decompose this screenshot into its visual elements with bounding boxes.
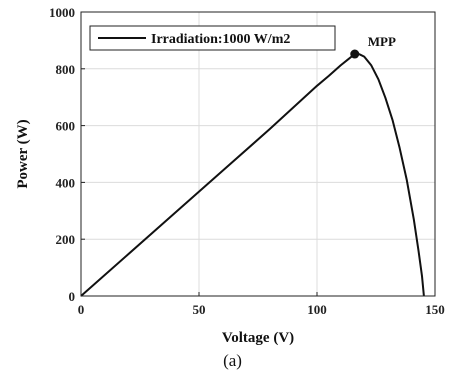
plot-frame bbox=[80, 11, 436, 297]
legend: Irradiation:1000 W/m2 bbox=[89, 25, 336, 51]
y-tick-label: 0 bbox=[69, 289, 76, 304]
y-tick-label: 400 bbox=[56, 175, 76, 190]
tick-labels: 0 50 100 150 0 200 400 600 800 1000 bbox=[49, 5, 445, 317]
series-line bbox=[80, 53, 425, 297]
y-tick-label: 200 bbox=[56, 232, 76, 247]
figure-caption: (a) bbox=[223, 351, 242, 370]
mpp-annotation-label: MPP bbox=[368, 34, 396, 49]
x-tick-label: 100 bbox=[307, 302, 327, 317]
series-layer bbox=[80, 53, 425, 297]
plot-background bbox=[81, 12, 435, 296]
mpp-marker bbox=[350, 49, 360, 59]
y-tick-label: 600 bbox=[56, 119, 76, 134]
y-tick-label: 800 bbox=[56, 62, 76, 77]
y-tick-label: 1000 bbox=[49, 5, 75, 20]
grid bbox=[81, 12, 435, 296]
x-tick-label: 150 bbox=[425, 302, 445, 317]
y-axis-label: Power (W) bbox=[15, 119, 31, 188]
x-axis-label: Voltage (V) bbox=[222, 330, 294, 346]
x-tick-label: 50 bbox=[193, 302, 206, 317]
x-tick-label: 0 bbox=[78, 302, 85, 317]
legend-entry-label: Irradiation:1000 W/m2 bbox=[151, 32, 290, 47]
